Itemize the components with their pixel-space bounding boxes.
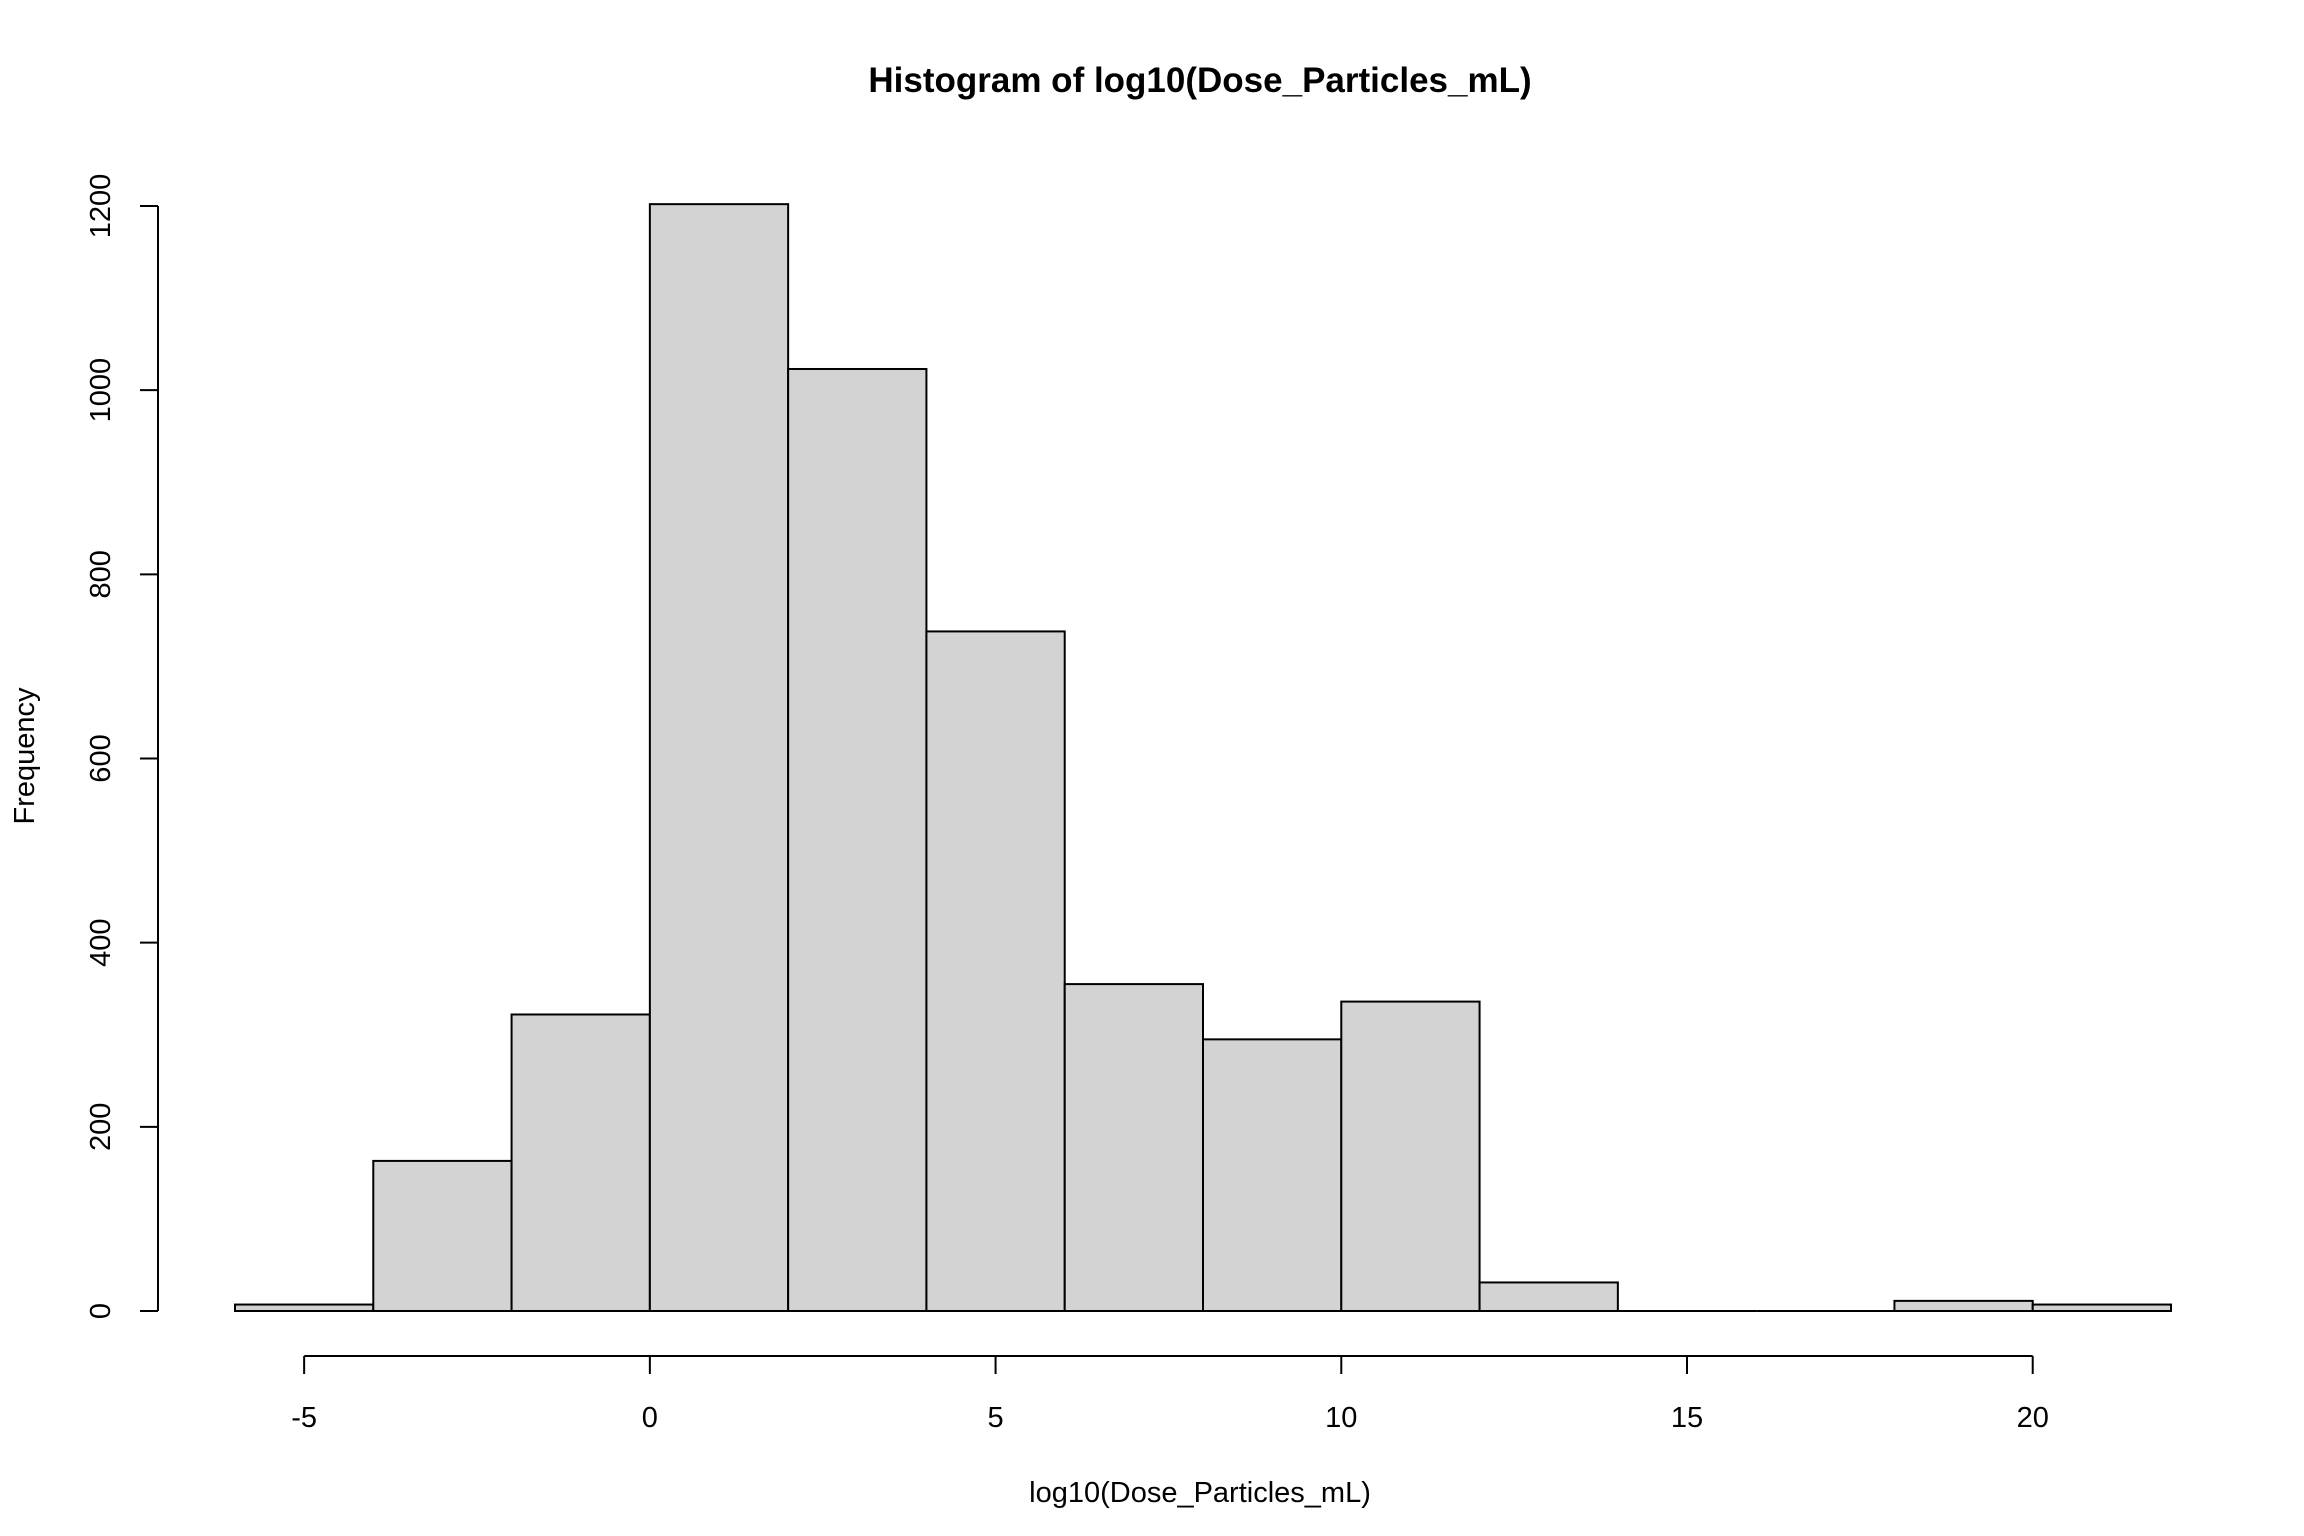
histogram-bar	[1893, 1299, 2034, 1313]
x-tick-label: -5	[291, 1402, 317, 1434]
x-tick-label: 10	[1325, 1402, 1357, 1434]
y-tick-label: 0	[85, 1303, 117, 1319]
y-axis: 0 200 400 600 800 1000 1200	[85, 174, 159, 1319]
chart-title: Histogram of log10(Dose_Particles_mL)	[868, 61, 1531, 100]
y-tick-label: 1000	[85, 358, 117, 423]
x-tick-label: 5	[988, 1402, 1004, 1434]
histogram-bar	[2031, 1303, 2172, 1313]
histogram-bar	[510, 1013, 651, 1312]
y-tick-label: 600	[85, 734, 117, 782]
histogram-bar	[648, 203, 790, 1313]
y-axis-label: Frequency	[9, 687, 41, 825]
histogram-bars	[234, 203, 2172, 1313]
x-axis: -5 0 5 10 15 20	[291, 1355, 2049, 1434]
histogram-bar	[234, 1303, 375, 1313]
histogram-bar	[1063, 983, 1204, 1313]
x-tick-label: 15	[1671, 1402, 1703, 1434]
x-tick-label: 0	[642, 1402, 658, 1434]
histogram-bar	[1202, 1038, 1343, 1312]
x-axis-label: log10(Dose_Particles_mL)	[1029, 1477, 1371, 1509]
y-tick-label: 400	[85, 918, 117, 966]
y-tick-label: 800	[85, 550, 117, 598]
histogram-bar	[1340, 1000, 1481, 1312]
y-tick-label: 1200	[85, 174, 117, 239]
histogram-bar	[925, 630, 1066, 1312]
y-tick-label: 200	[85, 1103, 117, 1151]
x-tick-label: 20	[2017, 1402, 2049, 1434]
histogram-bar	[372, 1159, 513, 1313]
histogram-bar	[787, 367, 928, 1312]
histogram-bar	[1478, 1281, 1619, 1313]
